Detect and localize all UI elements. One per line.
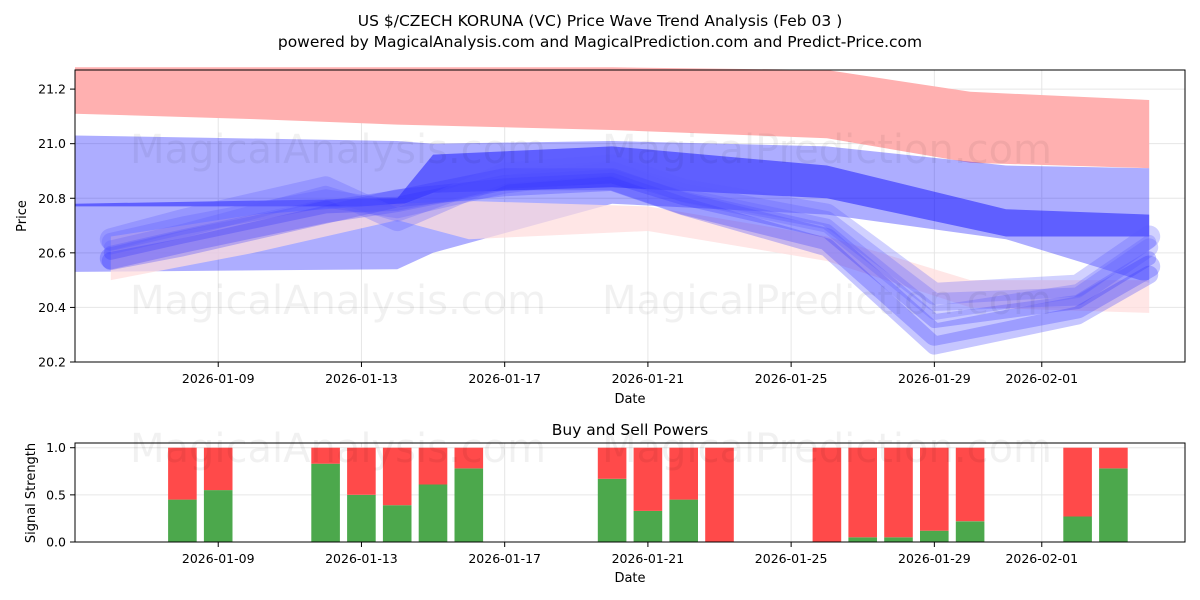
powers-x-label: Date xyxy=(614,571,645,586)
buy-bar xyxy=(597,478,627,542)
sell-bar xyxy=(884,447,913,538)
upper-red-band xyxy=(75,67,1150,169)
powers-x-tick-label: 2026-01-29 xyxy=(898,551,971,566)
powers-x-tick-label: 2026-01-25 xyxy=(755,551,828,566)
buy-bar xyxy=(1099,468,1128,542)
powers-title: Buy and Sell Powers xyxy=(552,421,709,439)
sell-bar xyxy=(168,447,197,500)
price-y-tick-label: 20.8 xyxy=(38,191,66,206)
price-y-tick-label: 21.0 xyxy=(38,136,66,151)
sell-bar xyxy=(1063,447,1092,517)
buy-bar xyxy=(454,468,484,542)
wave-5 xyxy=(101,172,1159,355)
pink-lower-band xyxy=(110,201,1150,313)
powers-x-tick-label: 2026-01-17 xyxy=(468,551,541,566)
buy-bar xyxy=(311,463,340,542)
watermark-top-right: MagicalPrediction.com xyxy=(602,127,1052,173)
price-x-label: Date xyxy=(614,392,645,407)
chart-subtitle: powered by MagicalAnalysis.com and Magic… xyxy=(278,33,922,51)
powers-y-tick-label: 0.0 xyxy=(46,535,66,550)
sell-bar xyxy=(920,447,949,531)
sell-bar xyxy=(705,447,734,542)
outer-blue-band xyxy=(75,135,1150,283)
buy-bar xyxy=(848,537,877,542)
sell-bar xyxy=(669,447,698,500)
powers-y-tick-label: 1.0 xyxy=(46,440,66,455)
price-y-tick-label: 21.2 xyxy=(38,82,66,97)
price-bands xyxy=(75,67,1150,313)
powers-y-axis: 0.0 0.5 1.0 xyxy=(46,440,75,550)
sell-bar xyxy=(382,447,412,506)
buy-bar xyxy=(203,490,233,542)
wave-2 xyxy=(101,162,1159,311)
buy-bar xyxy=(884,537,913,542)
price-x-axis: 2026-01-09 2026-01-13 2026-01-17 2026-01-21… xyxy=(182,362,1078,386)
buy-bar xyxy=(347,494,376,542)
price-x-tick-label: 2026-01-29 xyxy=(898,371,971,386)
wave-4 xyxy=(103,161,1157,320)
buy-bar xyxy=(418,484,448,542)
powers-x-axis: 2026-01-09 2026-01-13 2026-01-17 2026-01-21… xyxy=(182,542,1078,566)
price-x-tick-label: 2026-01-13 xyxy=(325,371,398,386)
buy-bar xyxy=(633,510,663,542)
price-y-axis: 20.2 20.4 20.6 20.8 21.0 21.2 xyxy=(38,82,75,370)
sell-bar xyxy=(454,447,484,469)
powers-bars xyxy=(168,447,1128,542)
powers-plot-frame xyxy=(74,442,1186,543)
price-x-tick-label: 2026-01-21 xyxy=(612,371,685,386)
buy-bar xyxy=(1063,516,1092,542)
watermark-bottom-right: MagicalPrediction.com xyxy=(602,426,1052,472)
price-waves xyxy=(99,154,1161,355)
price-x-tick-label: 2026-02-01 xyxy=(1005,371,1078,386)
price-x-tick-label: 2026-01-25 xyxy=(755,371,828,386)
price-y-tick-label: 20.2 xyxy=(38,355,66,370)
sell-bar xyxy=(848,447,877,538)
watermark-top-left: MagicalAnalysis.com xyxy=(130,127,546,173)
powers-y-label: Signal Strength xyxy=(24,443,39,543)
price-x-tick-label: 2026-01-09 xyxy=(182,371,255,386)
sell-bar xyxy=(347,447,376,495)
watermark-bottom-left: MagicalAnalysis.com xyxy=(130,426,546,472)
sell-bar xyxy=(597,447,627,479)
chart-title: US $/CZECH KORUNA (VC) Price Wave Trend … xyxy=(358,12,843,30)
powers-x-tick-label: 2026-01-09 xyxy=(182,551,255,566)
wave-6 xyxy=(99,154,1161,305)
sell-bar xyxy=(955,447,985,522)
sell-bar xyxy=(311,447,340,464)
sell-bar xyxy=(203,447,233,491)
sell-bar xyxy=(418,447,448,485)
buy-bar xyxy=(955,521,985,542)
buy-bar xyxy=(382,505,412,542)
inner-blue-band xyxy=(75,146,1150,237)
buy-bar xyxy=(920,530,949,542)
price-y-tick-label: 20.4 xyxy=(38,300,66,315)
powers-x-tick-label: 2026-01-21 xyxy=(612,551,685,566)
powers-plot: Buy and Sell Powers MagicalAnalysis.com … xyxy=(24,421,1186,586)
powers-plot-background xyxy=(75,443,1185,542)
sell-bar xyxy=(812,447,842,542)
watermark-mid-left: MagicalAnalysis.com xyxy=(130,278,546,324)
price-y-tick-label: 20.6 xyxy=(38,245,66,260)
price-x-tick-label: 2026-01-17 xyxy=(468,371,541,386)
price-plot: MagicalAnalysis.com MagicalPrediction.co… xyxy=(15,67,1186,407)
powers-x-tick-label: 2026-02-01 xyxy=(1005,551,1078,566)
watermark-mid-right: MagicalPrediction.com xyxy=(602,278,1052,324)
powers-x-tick-label: 2026-01-13 xyxy=(325,551,398,566)
wave-1 xyxy=(103,169,1157,329)
wave-3 xyxy=(99,168,1161,346)
powers-y-tick-label: 0.5 xyxy=(46,487,66,502)
buy-bar xyxy=(669,499,698,542)
price-plot-frame xyxy=(74,69,1186,363)
price-y-label: Price xyxy=(15,200,30,232)
sell-bar xyxy=(1099,447,1128,469)
sell-bar xyxy=(633,447,663,511)
buy-bar xyxy=(168,499,197,542)
